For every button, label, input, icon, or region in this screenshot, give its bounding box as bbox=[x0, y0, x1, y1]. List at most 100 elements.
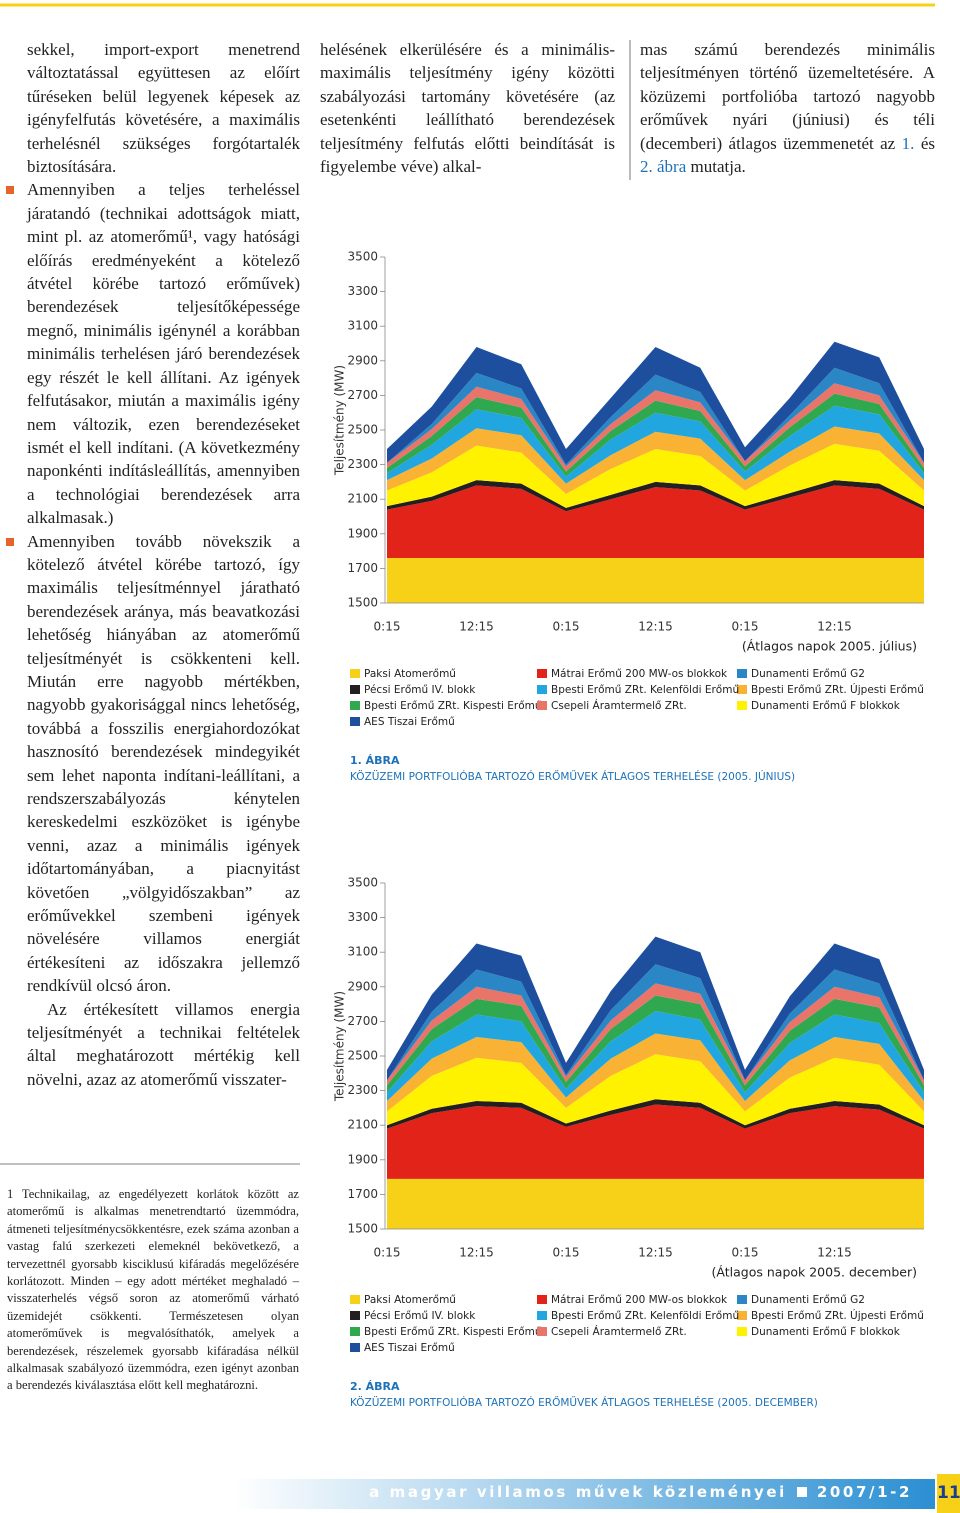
paragraph: Amennyiben tovább növekszik a kötelező á… bbox=[27, 531, 300, 996]
right-column: mas számú berendezés minimális teljesítm… bbox=[640, 38, 935, 178]
area bbox=[387, 367, 924, 467]
y-tick-label: 3500 bbox=[347, 876, 378, 890]
figure-label: 1. ÁBRA bbox=[350, 754, 400, 767]
y-tick-label: 1900 bbox=[347, 1152, 378, 1166]
legend-swatch bbox=[537, 701, 547, 710]
legend-swatch bbox=[537, 1327, 547, 1336]
footer-title: a magyar villamos művek közleményei bbox=[369, 1483, 787, 1501]
legend-label: Pécsi Erőmű IV. blokk bbox=[364, 684, 476, 696]
y-axis-label: Teljesítmény (MW) bbox=[333, 991, 347, 1102]
y-tick-label: 2900 bbox=[347, 979, 378, 993]
x-tick-label: 0:15 bbox=[553, 620, 580, 634]
y-tick-label: 2300 bbox=[347, 457, 378, 471]
y-tick-label: 1500 bbox=[347, 1222, 378, 1236]
figure-label: 2. ÁBRA bbox=[350, 1380, 400, 1393]
plot-area bbox=[387, 341, 924, 603]
legend-swatch bbox=[537, 685, 547, 694]
bullet bbox=[6, 186, 14, 195]
left-column: sekkel, import-export menetrend változta… bbox=[6, 38, 300, 1091]
legend-swatch bbox=[537, 669, 547, 678]
area bbox=[387, 426, 924, 495]
legend-label: Bpesti Erőmű ZRt. Kelenföldi Erőmű bbox=[551, 1310, 739, 1322]
legend-label: Dunamenti Erőmű G2 bbox=[751, 668, 865, 680]
y-tick-label: 3100 bbox=[347, 319, 378, 333]
y-tick-label: 2500 bbox=[347, 1049, 378, 1063]
legend-swatch bbox=[737, 701, 747, 710]
y-tick-label: 1900 bbox=[347, 526, 378, 540]
legend-swatch bbox=[350, 1343, 360, 1352]
chart-note: (Átlagos napok 2005. december) bbox=[712, 1265, 917, 1280]
y-tick-label: 1500 bbox=[347, 596, 378, 610]
area bbox=[387, 485, 924, 559]
area bbox=[387, 1178, 924, 1229]
y-tick-label: 2100 bbox=[347, 492, 378, 506]
x-tick-label: 0:15 bbox=[732, 1246, 759, 1260]
y-tick-label: 2900 bbox=[347, 353, 378, 367]
chart-note: (Átlagos napok 2005. július) bbox=[742, 639, 917, 654]
y-tick-label: 1700 bbox=[347, 561, 378, 575]
y-tick-label: 2100 bbox=[347, 1118, 378, 1132]
paragraph: Amennyiben a teljes terheléssel járatand… bbox=[27, 180, 300, 528]
area bbox=[387, 1054, 924, 1126]
x-tick-label: 0:15 bbox=[374, 1246, 401, 1260]
legend-label: Bpesti Erőmű ZRt. Újpesti Erőmű bbox=[751, 1309, 924, 1322]
y-tick-label: 3300 bbox=[347, 284, 378, 298]
legend-label: Dunamenti Erőmű G2 bbox=[751, 1294, 865, 1306]
bullet-item: Amennyiben tovább növekszik a kötelező á… bbox=[6, 530, 300, 998]
legend-swatch bbox=[350, 669, 360, 678]
legend-swatch bbox=[737, 685, 747, 694]
y-tick-label: 2300 bbox=[347, 1083, 378, 1097]
area bbox=[387, 995, 924, 1093]
issue: 2007/1-2 bbox=[816, 1483, 912, 1501]
area bbox=[387, 558, 924, 603]
text: mas számú berendezés minimális teljesítm… bbox=[640, 40, 935, 153]
y-tick-label: 3500 bbox=[347, 250, 378, 264]
legend-label: Paksi Atomerőmű bbox=[364, 1294, 456, 1306]
area bbox=[387, 1033, 924, 1112]
plot-area bbox=[387, 936, 924, 1229]
figure-caption: KÖZÜZEMI PORTFOLIÓBA TARTOZÓ ERŐMŰVEK ÁT… bbox=[350, 1395, 818, 1409]
y-tick-label: 1700 bbox=[347, 1187, 378, 1201]
legend-swatch bbox=[737, 1295, 747, 1304]
area bbox=[387, 1011, 924, 1101]
legend-swatch bbox=[350, 685, 360, 694]
legend-label: Bpesti Erőmű ZRt. Kelenföldi Erőmű bbox=[551, 684, 739, 696]
footer: a magyar villamos művek közleményei 2007/… bbox=[369, 1483, 912, 1501]
area bbox=[387, 936, 924, 1081]
area bbox=[387, 405, 924, 484]
legend-label: Bpesti Erőmű ZRt. Kispesti Erőmű bbox=[364, 700, 542, 712]
legend-swatch bbox=[350, 1311, 360, 1320]
footer-band bbox=[0, 1479, 935, 1509]
x-tick-label: 0:15 bbox=[374, 620, 401, 634]
legend-swatch bbox=[350, 1295, 360, 1304]
legend-label: Dunamenti Erőmű F blokkok bbox=[751, 700, 901, 712]
legend-label: Mátrai Erőmű 200 MW-os blokkok bbox=[551, 668, 728, 680]
text: mutatja. bbox=[686, 157, 746, 177]
x-tick-label: 12:15 bbox=[459, 1246, 494, 1260]
legend-swatch bbox=[737, 669, 747, 678]
separator bbox=[796, 1487, 807, 1497]
middle-column: helésének elkerülésére és a minimális-ma… bbox=[320, 38, 615, 178]
legend-swatch bbox=[537, 1311, 547, 1320]
legend-swatch bbox=[737, 1327, 747, 1336]
legend-label: AES Tiszai Erőmű bbox=[364, 716, 455, 728]
legend-swatch bbox=[537, 1295, 547, 1304]
x-tick-label: 12:15 bbox=[638, 1246, 673, 1260]
y-tick-label: 2500 bbox=[347, 423, 378, 437]
y-tick-label: 3100 bbox=[347, 945, 378, 959]
legend-label: Bpesti Erőmű ZRt. Újpesti Erőmű bbox=[751, 683, 924, 696]
page-number: 11 bbox=[937, 1474, 960, 1513]
paragraph: mas számú berendezés minimális teljesítm… bbox=[640, 38, 935, 178]
paragraph: Az értékesített villamos energia teljesí… bbox=[27, 999, 300, 1089]
legend-label: Csepeli Áramtermelő ZRt. bbox=[551, 1325, 687, 1338]
y-tick-label: 2700 bbox=[347, 1014, 378, 1028]
y-tick-label: 3300 bbox=[347, 910, 378, 924]
legend-swatch bbox=[737, 1311, 747, 1320]
area bbox=[387, 383, 924, 472]
bullet-item: Amennyiben a teljes terheléssel járatand… bbox=[6, 178, 300, 529]
paragraph: sekkel, import-export menetrend változta… bbox=[27, 40, 300, 177]
legend-swatch bbox=[350, 717, 360, 726]
figure-ref: 1. bbox=[901, 133, 915, 153]
x-tick-label: 12:15 bbox=[638, 620, 673, 634]
